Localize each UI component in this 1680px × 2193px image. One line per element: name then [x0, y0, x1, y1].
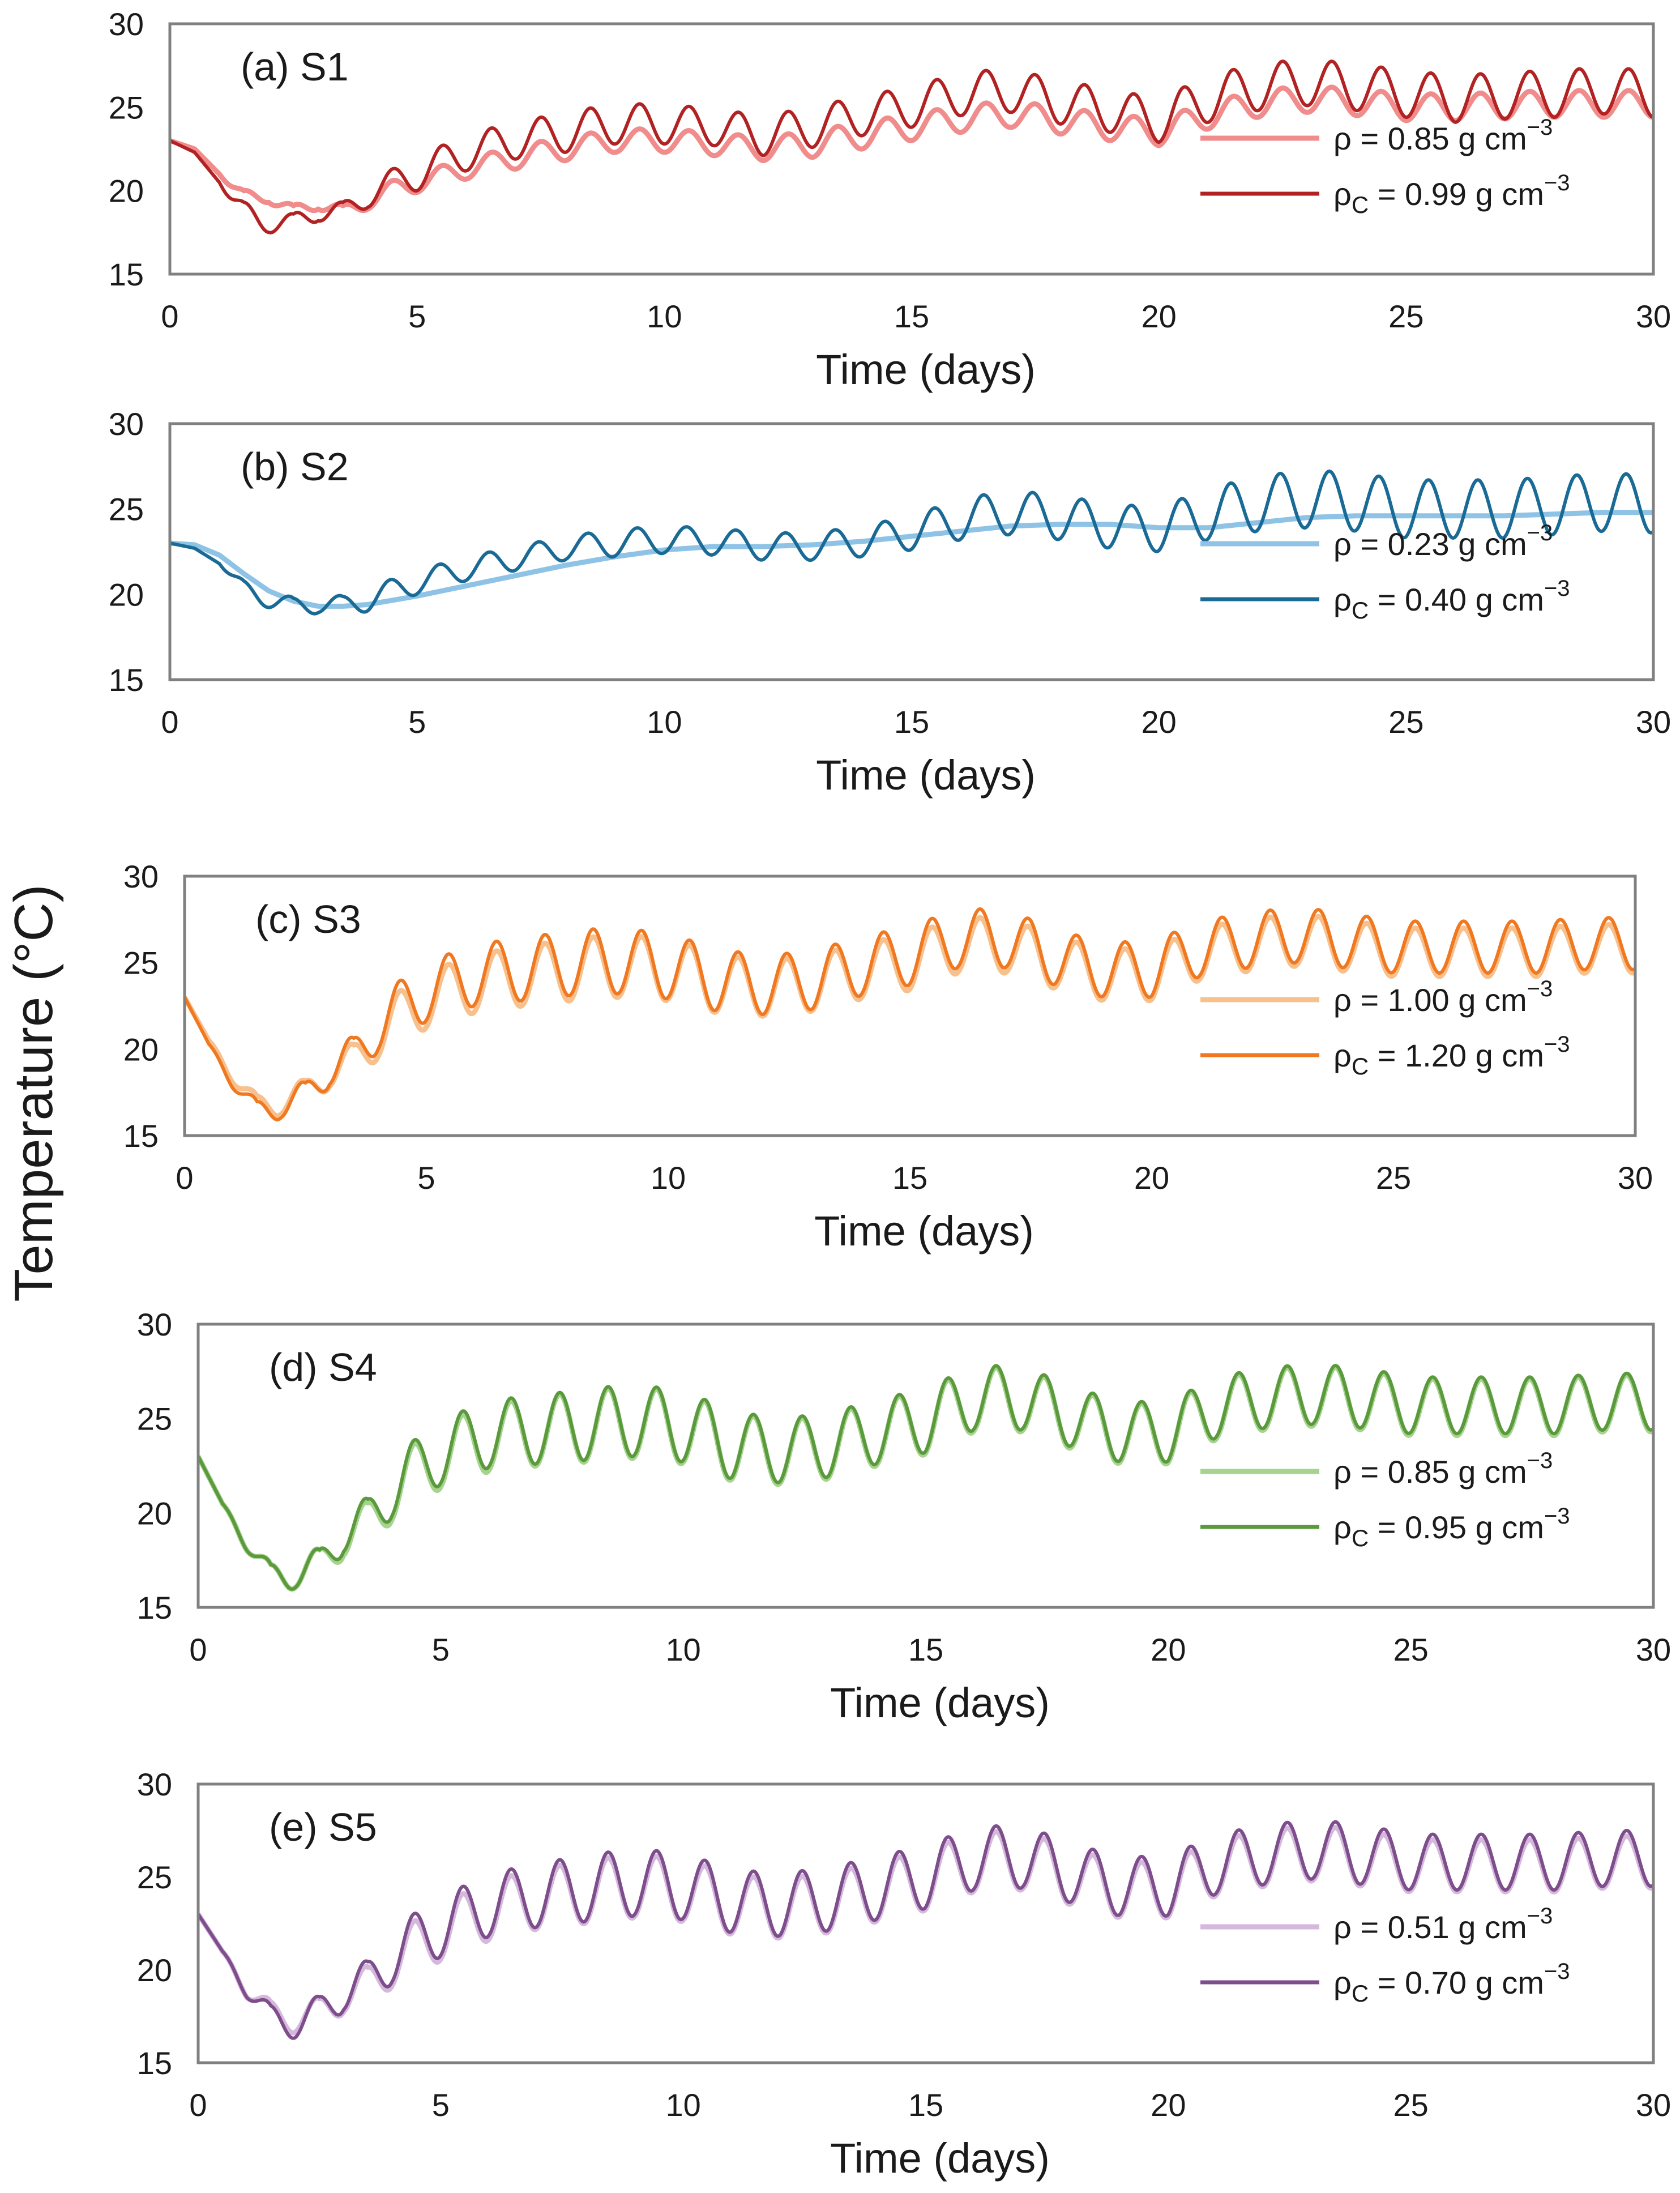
chart-panel-1: (a) S1 30 25 20 15 0 5 10 15 20 25 30 Time (days) ρ =…: [109, 6, 1671, 393]
x-tick-label: 5: [408, 298, 426, 334]
panel-title: (e) S5: [269, 1805, 377, 1849]
x-tick-label: 10: [647, 704, 682, 740]
panel-title: (b) S2: [241, 445, 349, 489]
y-tick-label: 15: [123, 1118, 159, 1154]
x-tick-label: 5: [408, 704, 426, 740]
panel-title: (c) S3: [255, 897, 361, 941]
legend-label: ρ = 0.51 g cm−3: [1333, 1904, 1553, 1945]
x-tick-label: 20: [1142, 298, 1177, 334]
legend-label: ρC = 0.70 g cm−3: [1333, 1959, 1570, 2007]
legend-label: ρ = 0.85 g cm−3: [1333, 1448, 1553, 1490]
x-tick-label: 25: [1393, 1632, 1429, 1667]
x-tick-label: 15: [892, 1160, 927, 1196]
y-tick-label: 25: [137, 1401, 172, 1437]
y-tick-label: 30: [109, 6, 144, 42]
x-axis-label: Time (days): [830, 1679, 1050, 1726]
x-tick-label: 0: [189, 2087, 207, 2123]
legend-label: ρ = 1.00 g cm−3: [1333, 976, 1553, 1018]
x-tick-label: 30: [1636, 704, 1671, 740]
chart-panel-3: (c) S3 30 25 20 15 0 5 10 15 20 25 30 Time (days) ρ =…: [123, 859, 1653, 1255]
x-tick-label: 15: [894, 298, 929, 334]
x-tick-label: 15: [894, 704, 929, 740]
y-tick-label: 15: [137, 2045, 172, 2081]
y-tick-label: 20: [137, 1495, 172, 1531]
x-tick-label: 30: [1636, 298, 1671, 334]
y-tick-label: 20: [137, 1952, 172, 1988]
legend-label: ρC = 1.20 g cm−3: [1333, 1032, 1570, 1080]
y-tick-label: 25: [137, 1859, 172, 1895]
chart-panel-2: (b) S2 30 25 20 15 0 5 10 15 20 25 30 Time (days) ρ =…: [109, 406, 1671, 799]
x-tick-label: 30: [1618, 1160, 1653, 1196]
x-tick-label: 20: [1134, 1160, 1169, 1196]
y-tick-label: 25: [109, 89, 144, 125]
series-line-rho-c: [170, 59, 1653, 234]
legend-label: ρ = 0.23 g cm−3: [1333, 520, 1553, 562]
x-tick-label: 5: [432, 2087, 450, 2123]
legend-label: ρC = 0.99 g cm−3: [1333, 170, 1570, 218]
x-axis-label: Time (days): [814, 1208, 1034, 1255]
x-tick-label: 20: [1151, 1632, 1186, 1667]
x-axis-label: Time (days): [830, 2135, 1050, 2182]
x-tick-label: 5: [417, 1160, 435, 1196]
y-tick-label: 20: [123, 1031, 159, 1067]
x-tick-label: 25: [1388, 298, 1423, 334]
x-tick-label: 25: [1376, 1160, 1411, 1196]
plot-frame: [196, 1782, 1655, 2064]
x-axis-label: Time (days): [816, 752, 1036, 799]
x-tick-label: 25: [1388, 704, 1423, 740]
x-tick-label: 10: [666, 2087, 701, 2123]
plot-frame: [183, 874, 1637, 1137]
x-tick-label: 0: [189, 1632, 207, 1667]
legend-label: ρC = 0.40 g cm−3: [1333, 576, 1570, 624]
x-tick-label: 15: [908, 2087, 943, 2123]
x-tick-label: 30: [1636, 2087, 1671, 2123]
y-tick-label: 30: [137, 1307, 172, 1342]
x-tick-label: 5: [432, 1632, 450, 1667]
y-tick-label: 20: [109, 577, 144, 612]
plot-frame: [168, 22, 1655, 276]
x-tick-label: 10: [651, 1160, 686, 1196]
x-tick-label: 25: [1393, 2087, 1429, 2123]
plot-frame: [168, 422, 1655, 681]
series-line-rho-c: [185, 907, 1635, 1121]
y-tick-label: 30: [137, 1767, 172, 1802]
series-line-rho-c: [170, 470, 1653, 616]
chart-panel-4: (d) S4 30 25 20 15 0 5 10 15 20 25 30 Time (days) ρ =…: [137, 1307, 1671, 1726]
y-tick-label: 20: [109, 173, 144, 209]
plot-frame: [196, 1322, 1655, 1609]
y-tick-label: 15: [109, 662, 144, 698]
x-tick-label: 15: [908, 1632, 943, 1667]
y-tick-label: 25: [123, 945, 159, 981]
x-tick-label: 0: [161, 298, 178, 334]
series-line-rho: [170, 510, 1653, 609]
panel-title: (d) S4: [269, 1345, 377, 1389]
series-line-rho-c: [198, 1820, 1653, 2040]
x-axis-label: Time (days): [816, 346, 1036, 393]
x-tick-label: 10: [647, 298, 682, 334]
series-line-rho-c: [198, 1364, 1653, 1591]
y-tick-label: 15: [137, 1590, 172, 1625]
legend-label: ρ = 0.85 g cm−3: [1333, 115, 1553, 156]
chart-panel-5: (e) S5 30 25 20 15 0 5 10 15 20 25 30 Time (days) ρ =…: [137, 1767, 1671, 2182]
y-tick-label: 30: [123, 859, 159, 894]
x-tick-label: 20: [1142, 704, 1177, 740]
x-tick-label: 10: [666, 1632, 701, 1667]
y-tick-label: 15: [109, 257, 144, 292]
x-tick-label: 20: [1151, 2087, 1186, 2123]
figure-y-axis-label: Temperature (°C): [3, 884, 64, 1302]
x-tick-label: 0: [161, 704, 178, 740]
y-tick-label: 25: [109, 492, 144, 527]
series-line-rho: [185, 914, 1635, 1119]
y-tick-label: 30: [109, 406, 144, 442]
x-tick-label: 30: [1636, 1632, 1671, 1667]
x-tick-label: 0: [176, 1160, 193, 1196]
panel-title: (a) S1: [241, 45, 349, 89]
legend-label: ρC = 0.95 g cm−3: [1333, 1504, 1570, 1551]
